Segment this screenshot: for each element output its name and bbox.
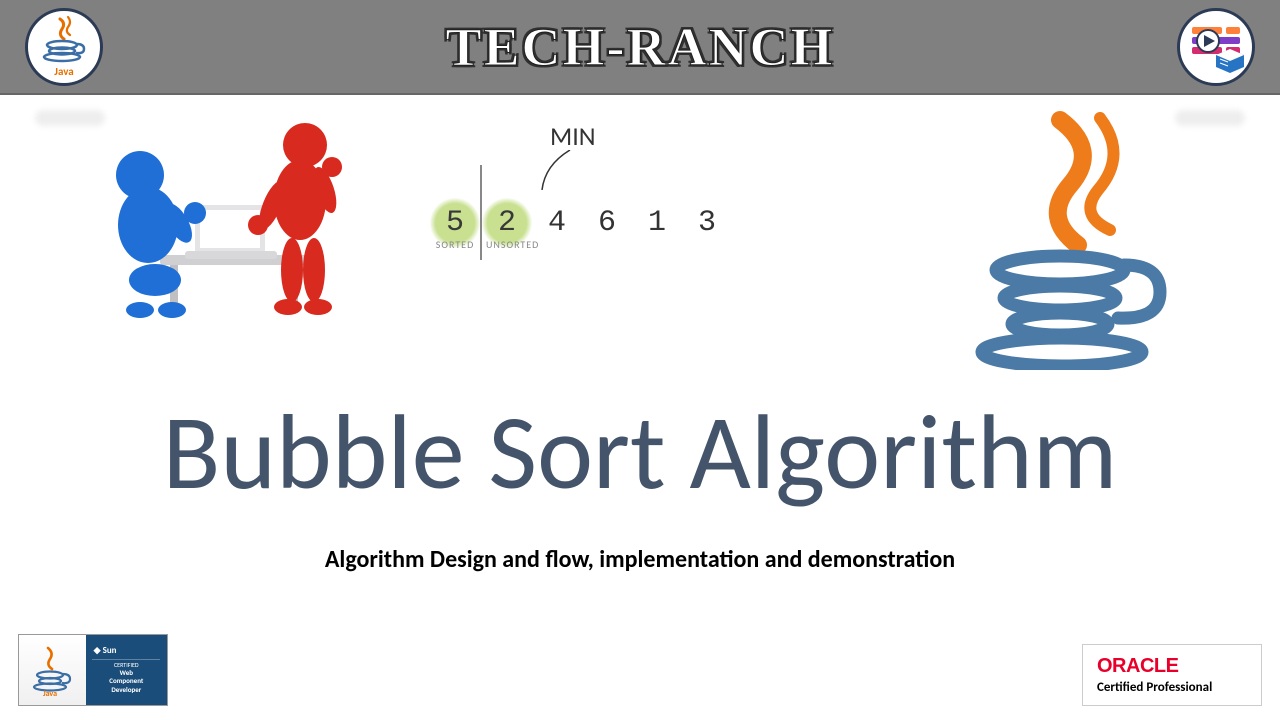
media-stack-icon bbox=[1186, 19, 1246, 75]
min-pointer-line bbox=[540, 150, 575, 190]
page-subtitle: Algorithm Design and flow, implementatio… bbox=[0, 545, 1280, 574]
cert-badge-oracle: ORACLE Certified Professional bbox=[1082, 644, 1262, 706]
content-area: MIN 5 2 4 6 1 3 SORTED UNSORTED bbox=[0, 95, 1280, 720]
java-logo-label: Java bbox=[54, 65, 73, 78]
java-logo-large bbox=[960, 110, 1170, 370]
sort-sublabels: SORTED UNSORTED bbox=[430, 238, 539, 251]
sorted-label: SORTED bbox=[430, 238, 480, 251]
svg-text:Java: Java bbox=[43, 689, 57, 696]
java-logo-left: Java bbox=[25, 8, 103, 86]
sort-diagram: MIN 5 2 4 6 1 3 SORTED UNSORTED bbox=[430, 120, 810, 290]
unsorted-label: UNSORTED bbox=[486, 238, 539, 251]
people-illustration bbox=[100, 115, 370, 315]
cert-line4: Developer bbox=[111, 686, 141, 694]
oracle-brand: ORACLE bbox=[1097, 655, 1261, 678]
brand-title: TECH-RANCH bbox=[445, 16, 834, 78]
cert-badge-text: ◆ Sun CERTIFIED Web Component Developer bbox=[86, 635, 167, 705]
sort-cell-2: 4 bbox=[532, 198, 582, 248]
oracle-subtext: Certified Professional bbox=[1097, 680, 1261, 695]
cert-badge-java-icon: Java bbox=[19, 635, 86, 705]
cert-badge-sun: Java ◆ Sun CERTIFIED Web Component Devel… bbox=[18, 634, 168, 706]
header-bar: Java TECH-RANCH bbox=[0, 0, 1280, 95]
sort-cell-5: 3 bbox=[682, 198, 732, 248]
page-title: Bubble Sort Algorithm bbox=[0, 400, 1280, 506]
sort-cell-4: 1 bbox=[632, 198, 682, 248]
min-label: MIN bbox=[550, 120, 596, 152]
cert-sun-brand: Sun bbox=[103, 645, 117, 656]
java-cup-icon bbox=[40, 15, 88, 67]
media-logo-right bbox=[1177, 8, 1255, 86]
sort-cell-3: 6 bbox=[582, 198, 632, 248]
